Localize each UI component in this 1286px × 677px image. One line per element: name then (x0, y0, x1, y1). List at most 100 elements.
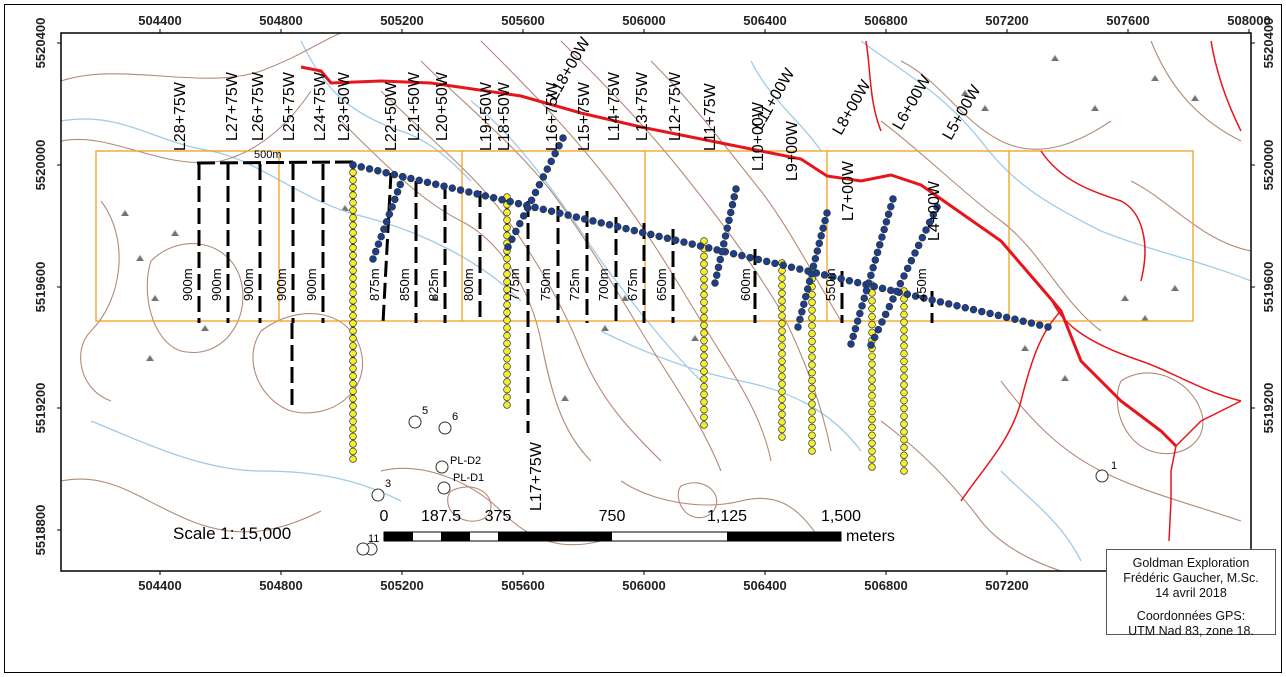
x-tick-bottom-507200: 507200 (985, 578, 1028, 593)
station-359 (900, 272, 908, 280)
scale-tick-187: 187.5 (421, 508, 461, 525)
station-333 (853, 317, 862, 325)
station-104 (778, 342, 786, 350)
station-7 (349, 214, 357, 222)
station-285 (399, 173, 407, 181)
station-14 (349, 266, 357, 275)
station-98 (778, 297, 786, 305)
station-31 (349, 394, 357, 403)
station-17 (349, 289, 357, 297)
station-277 (377, 232, 385, 241)
station-336 (860, 294, 869, 302)
station-274 (369, 255, 377, 263)
vegetation-symbols (120, 54, 1200, 402)
station-23 (349, 334, 357, 343)
station-284 (396, 180, 405, 189)
station-130 (808, 368, 816, 377)
station-239 (762, 257, 771, 266)
station-122 (808, 306, 816, 314)
station-175 (900, 365, 908, 374)
station-190 (357, 163, 366, 171)
station-247 (829, 273, 837, 281)
station-38 (349, 447, 357, 456)
line-label-10: L18+50W (496, 81, 513, 151)
station-279 (382, 217, 391, 226)
station-73 (700, 275, 708, 284)
station-200 (440, 182, 448, 190)
station-207 (498, 195, 506, 204)
station-271 (1027, 319, 1036, 327)
scale-tick-375: 375 (485, 508, 512, 525)
survey-lines (197, 163, 934, 433)
station-307 (721, 232, 730, 240)
station-123 (808, 314, 816, 322)
station-139 (808, 439, 816, 447)
line-label-14: L15+75W (576, 81, 593, 151)
x-tick-top-508000: 508000 (1227, 13, 1270, 28)
station-367 (929, 210, 938, 219)
station-39 (349, 455, 357, 463)
roads (300, 40, 1242, 542)
station-3 (349, 183, 357, 192)
y-tick-left-5520000: 5520000 (33, 140, 48, 191)
station-338 (864, 279, 873, 287)
x-tick-top-505600: 505600 (501, 13, 544, 28)
station-232 (705, 244, 713, 252)
station-248 (837, 275, 845, 283)
station-64 (503, 378, 511, 386)
station-58 (503, 331, 511, 340)
station-34 (349, 417, 357, 426)
station-181 (900, 412, 908, 420)
axis-ticks (57, 29, 1255, 575)
scale-tick-750: 750 (599, 508, 626, 525)
station-273 (1044, 323, 1052, 331)
station-28 (349, 372, 357, 380)
station-19 (349, 304, 357, 312)
station-235 (729, 249, 738, 258)
station-348 (887, 202, 895, 211)
station-63 (503, 370, 511, 378)
station-61 (503, 355, 511, 363)
line-length-1: 900m (209, 268, 224, 301)
baseline-label: 500m (254, 149, 282, 161)
station-103 (778, 334, 786, 343)
station-201 (448, 184, 457, 192)
station-101 (778, 319, 786, 328)
station-82 (700, 344, 708, 353)
x-tick-top-504400: 504400 (138, 13, 181, 28)
station-253 (878, 284, 887, 293)
y-tick-left-5520400: 5520400 (33, 18, 48, 69)
x-tick-bottom-506000: 506000 (622, 578, 665, 593)
line-label-17: L12+75W (667, 71, 684, 141)
station-126 (808, 337, 816, 346)
station-109 (778, 380, 786, 388)
station-268 (1002, 313, 1011, 322)
station-282 (391, 195, 399, 204)
point-label-1: 1 (1111, 460, 1117, 472)
station-357 (892, 287, 901, 296)
station-270 (1019, 317, 1027, 325)
station-196 (407, 174, 415, 183)
station-344 (878, 233, 886, 241)
station-211 (531, 203, 539, 212)
station-182 (900, 420, 908, 428)
station-107 (778, 365, 786, 373)
station-115 (778, 425, 786, 434)
station-218 (589, 217, 597, 225)
station-330 (847, 340, 855, 348)
station-225 (647, 230, 655, 239)
station-258 (920, 294, 928, 302)
station-134 (808, 400, 816, 408)
station-143 (868, 297, 876, 305)
station-167 (900, 302, 908, 311)
station-214 (556, 209, 564, 217)
station-85 (700, 367, 708, 376)
y-tick-left-5519200: 5519200 (33, 383, 48, 434)
station-24 (349, 342, 357, 350)
axis-labels: 504400 504800 505200 505600 506000 506400 5068… (33, 13, 1276, 593)
station-127 (808, 345, 816, 354)
station-16 (349, 281, 357, 290)
station-9 (349, 229, 357, 237)
station-355 (885, 302, 894, 311)
station-140 (808, 447, 816, 455)
